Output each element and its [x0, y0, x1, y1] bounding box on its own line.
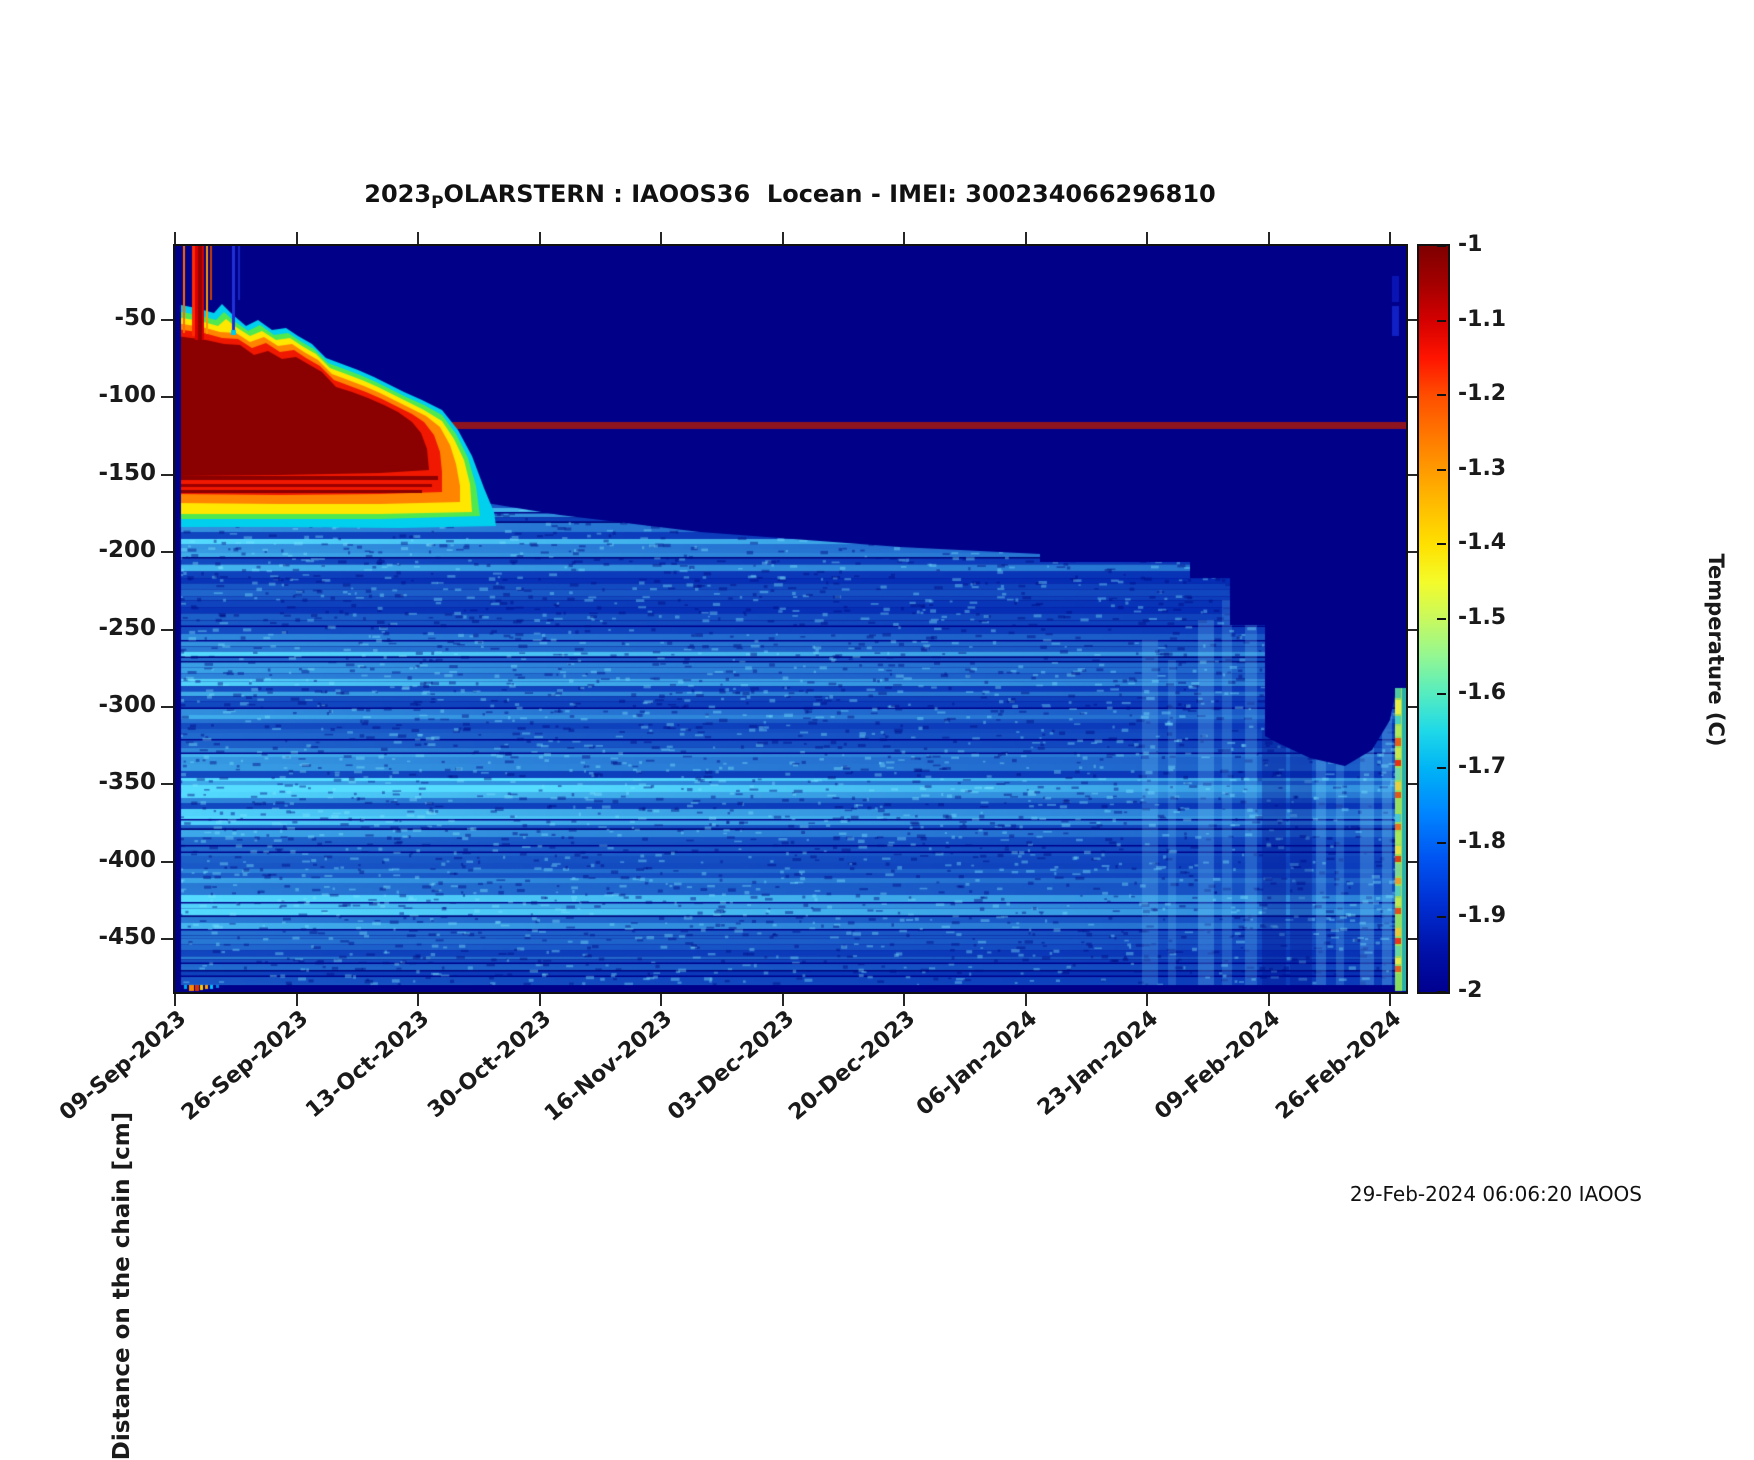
- y-axis-tick-label: -200: [98, 537, 156, 564]
- y-axis-tick-right: [1408, 551, 1420, 554]
- y-axis-tick-right: [1408, 706, 1420, 708]
- y-axis-tick-right: [1408, 783, 1420, 786]
- colorbar-tick-label: -1: [1458, 232, 1483, 257]
- colorbar-tick-label: -1.2: [1458, 381, 1507, 407]
- colorbar-tick: [1437, 618, 1446, 620]
- colorbar-tick-label: -1.7: [1458, 754, 1507, 780]
- x-axis-tick: [903, 994, 905, 1006]
- temperature-heatmap: [175, 246, 1406, 992]
- y-axis-tick-label: -350: [98, 769, 156, 796]
- x-axis-tick: [417, 994, 419, 1006]
- y-axis-tick: [161, 551, 173, 554]
- y-axis-title: Distance on the chain [cm]: [109, 1111, 135, 1460]
- y-axis-tick-right: [1408, 628, 1420, 631]
- x-axis-tick-top: [1267, 232, 1270, 244]
- x-axis-tick-top: [1024, 232, 1027, 244]
- y-axis-tick-label: -250: [98, 614, 156, 641]
- colorbar-tick: [1437, 692, 1446, 695]
- colorbar-tick: [1437, 319, 1446, 322]
- y-axis-tick-right: [1408, 319, 1420, 321]
- chart-title-year: 2023: [364, 180, 432, 208]
- x-axis-tick: [295, 994, 298, 1006]
- y-axis-tick-label: -400: [98, 846, 156, 873]
- colorbar-tick: [1437, 543, 1446, 546]
- chart-title-rest: OLARSTERN : IAOOS36 Locean - IMEI: 30023…: [443, 180, 1216, 208]
- generated-timestamp: 29-Feb-2024 06:06:20 IAOOS: [1349, 1182, 1642, 1206]
- y-axis-tick: [161, 706, 173, 708]
- y-axis-tick-right: [1408, 860, 1420, 863]
- x-axis-tick: [781, 994, 784, 1006]
- colorbar-tick-label: -1.4: [1458, 530, 1507, 556]
- y-axis-tick-label: -300: [98, 692, 156, 718]
- x-axis-tick: [1024, 994, 1027, 1006]
- colorbar: [1417, 244, 1450, 994]
- x-axis-tick-top: [1389, 232, 1391, 244]
- y-axis-tick: [161, 860, 173, 863]
- colorbar-tick: [1437, 245, 1446, 247]
- x-axis-tick: [538, 994, 541, 1006]
- colorbar-tick-label: -1.6: [1458, 679, 1507, 705]
- x-axis-tick-top: [781, 232, 784, 244]
- chart-title: 2023POLARSTERN : IAOOS36 Locean - IMEI: …: [364, 180, 1216, 213]
- y-axis-tick-label: -450: [98, 924, 156, 951]
- chart-title-subscript: P: [431, 193, 444, 213]
- y-axis-tick: [161, 473, 173, 476]
- colorbar-tick: [1437, 916, 1446, 919]
- x-axis-tick-top: [295, 232, 298, 244]
- x-axis-tick: [174, 994, 176, 1006]
- colorbar-tick-label: -1.9: [1458, 903, 1507, 929]
- x-axis-tick: [1267, 994, 1270, 1006]
- x-axis-tick-top: [417, 232, 419, 244]
- y-axis-tick: [161, 783, 173, 786]
- colorbar-tick: [1437, 394, 1446, 397]
- colorbar-tick: [1437, 841, 1446, 844]
- x-axis-tick: [660, 994, 662, 1006]
- y-axis-tick-right: [1408, 938, 1420, 941]
- x-axis-tick-top: [174, 232, 176, 244]
- colorbar-tick: [1437, 468, 1446, 471]
- y-axis-tick-right: [1408, 396, 1420, 399]
- colorbar-title: Temperature (C): [1704, 553, 1728, 747]
- y-axis-tick-label: -100: [98, 382, 156, 409]
- x-axis-tick-top: [1146, 232, 1148, 244]
- y-axis-tick: [161, 628, 173, 631]
- x-axis-tick: [1146, 994, 1148, 1006]
- y-axis-tick: [161, 319, 173, 321]
- x-axis-tick-top: [660, 232, 662, 244]
- y-axis-tick: [161, 938, 173, 941]
- colorbar-tick-label: -2: [1458, 978, 1483, 1003]
- colorbar-tick-label: -1.1: [1458, 306, 1507, 332]
- y-axis-tick-label: -50: [114, 305, 156, 331]
- colorbar-tick-label: -1.8: [1458, 828, 1507, 854]
- x-axis-tick: [1389, 994, 1391, 1006]
- y-axis-tick-label: -150: [98, 459, 156, 486]
- colorbar-tick: [1437, 991, 1446, 993]
- y-axis-tick: [161, 396, 173, 399]
- colorbar-tick: [1437, 767, 1446, 770]
- x-axis-tick-top: [903, 232, 905, 244]
- y-axis-tick-right: [1408, 473, 1420, 476]
- colorbar-tick-label: -1.5: [1458, 605, 1507, 630]
- colorbar-tick-label: -1.3: [1458, 455, 1507, 481]
- x-axis-tick-top: [538, 232, 541, 244]
